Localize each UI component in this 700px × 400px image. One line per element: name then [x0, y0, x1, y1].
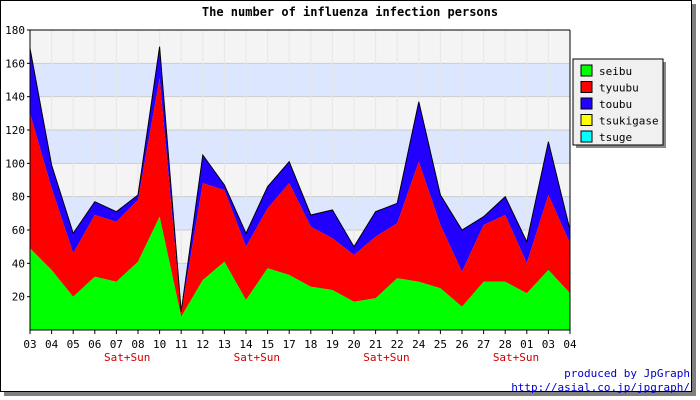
y-tick-label: 80 — [12, 191, 25, 204]
y-tick-label: 180 — [5, 24, 25, 37]
y-tick-label: 40 — [12, 257, 25, 270]
x-tick-label: 19 — [326, 338, 339, 351]
x-tick-label: 21 — [369, 338, 382, 351]
y-tick-label: 60 — [12, 224, 25, 237]
credit-line-2[interactable]: http://asial.co.jp/jpgraph/ — [511, 381, 690, 394]
x-tick-label: 05 — [67, 338, 80, 351]
weekend-label: Sat+Sun — [104, 351, 150, 364]
axes: 20 40 60 80 100 120 140 160 180 03 04 05 06 07 08 10 11 1… — [5, 24, 577, 364]
legend-label-seibu: seibu — [599, 65, 632, 78]
x-tick-label: 07 — [110, 338, 123, 351]
chart-title: The number of influenza infection person… — [202, 5, 498, 19]
x-tick-label: 08 — [131, 338, 144, 351]
grid-band — [30, 130, 570, 164]
legend-label-tyuubu: tyuubu — [599, 82, 639, 95]
legend-label-tsuge: tsuge — [599, 131, 632, 144]
x-tick-label: 22 — [391, 338, 404, 351]
x-tick-label: 03 — [542, 338, 555, 351]
x-tick-label: 20 — [347, 338, 360, 351]
x-tick-label: 04 — [45, 338, 59, 351]
y-tick-label: 140 — [5, 91, 25, 104]
x-tick-label: 15 — [261, 338, 274, 351]
legend-swatch-seibu — [580, 64, 593, 77]
x-tick-label: 24 — [412, 338, 426, 351]
x-tick-label: 03 — [23, 338, 36, 351]
x-tick-label: 12 — [196, 338, 209, 351]
x-tick-label: 17 — [283, 338, 296, 351]
x-tick-label: 01 — [520, 338, 533, 351]
legend-swatch-toubu — [580, 97, 593, 110]
legend-swatch-tsuge — [580, 130, 593, 143]
area-outline — [29, 46, 571, 312]
x-tick-label: 18 — [304, 338, 317, 351]
x-tick-label: 26 — [455, 338, 468, 351]
legend-label-tsukigase: tsukigase — [599, 115, 659, 128]
x-tick-label: 27 — [477, 338, 490, 351]
grid-band — [30, 30, 570, 64]
x-tick-label: 04 — [563, 338, 577, 351]
x-tick-label: 10 — [153, 338, 166, 351]
area-seibu — [30, 216, 570, 330]
legend: seibu tyuubu toubu tsukigase tsuge — [572, 58, 666, 148]
x-tick-label: 06 — [88, 338, 101, 351]
weekend-label: Sat+Sun — [234, 351, 280, 364]
legend-swatch-tsukigase — [580, 114, 593, 126]
credit-line-1: produced by JpGraph — [564, 367, 690, 380]
grid-band — [30, 63, 570, 97]
weekend-label: Sat+Sun — [493, 351, 539, 364]
grid-band — [30, 96, 570, 130]
x-tick-label: 28 — [499, 338, 512, 351]
y-tick-label: 160 — [5, 57, 25, 70]
area-tyuubu — [30, 78, 570, 317]
x-tick-label: 13 — [218, 338, 231, 351]
y-tick-label: 100 — [5, 157, 25, 170]
weekend-label: Sat+Sun — [363, 351, 409, 364]
x-tick-label: 25 — [434, 338, 447, 351]
y-tick-label: 120 — [5, 124, 25, 137]
x-tick-label: 11 — [175, 338, 188, 351]
legend-label-toubu: toubu — [599, 98, 632, 111]
y-tick-label: 20 — [12, 291, 25, 304]
area-series — [29, 46, 571, 330]
x-tick-label: 14 — [239, 338, 253, 351]
legend-swatch-tyuubu — [580, 81, 593, 93]
